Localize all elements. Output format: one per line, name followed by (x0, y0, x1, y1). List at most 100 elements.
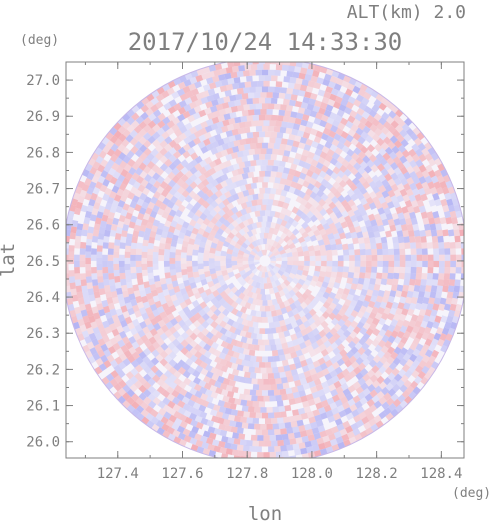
radar-cell (136, 175, 145, 184)
radar-cell (156, 185, 165, 194)
radar-cell (271, 114, 278, 121)
radar-cell (269, 276, 275, 283)
radar-cell (353, 351, 362, 360)
radar-cell (292, 228, 300, 236)
radar-cell (140, 111, 149, 121)
radar-cell (325, 217, 334, 226)
radar-cell (371, 365, 380, 374)
radar-cell (214, 317, 223, 325)
radar-cell (428, 315, 436, 323)
radar-cell (251, 286, 258, 294)
radar-cell (239, 269, 246, 276)
radar-cell (320, 399, 329, 408)
radar-cell (401, 363, 411, 373)
radar-cell (162, 397, 171, 406)
x-unit-label: (deg) (452, 486, 491, 501)
radar-cell (236, 70, 244, 78)
radar-cell (399, 254, 406, 261)
radar-cell (395, 290, 403, 298)
radar-cell (216, 227, 225, 236)
radar-cell (134, 133, 143, 142)
radar-cell (366, 412, 375, 421)
radar-cell (378, 365, 387, 374)
radar-cell (228, 117, 236, 125)
radar-cell (168, 366, 177, 375)
radar-cell (163, 411, 172, 420)
radar-cell (109, 190, 117, 199)
radar-cell (227, 414, 236, 422)
radar-cell (184, 343, 193, 352)
radar-cell (406, 188, 414, 197)
radar-cell (435, 291, 442, 299)
radar-cell (199, 361, 208, 370)
radar-cell (322, 127, 331, 136)
radar-cell (138, 384, 147, 394)
radar-cell (337, 194, 346, 203)
radar-cell (325, 428, 333, 436)
radar-cell (210, 297, 219, 305)
radar-cell (302, 245, 309, 252)
radar-cell (341, 145, 350, 154)
radar-cell (274, 235, 281, 243)
radar-cell (317, 89, 326, 97)
radar-cell (359, 430, 368, 439)
radar-cell (367, 129, 376, 138)
radar-cell (217, 114, 225, 122)
radar-cell (359, 243, 366, 250)
radar-cell (252, 321, 259, 328)
radar-cell (393, 324, 402, 333)
radar-cell (192, 402, 201, 410)
radar-cell (235, 421, 243, 428)
radar-cell (263, 64, 270, 70)
radar-cell (319, 151, 328, 160)
radar-cell (444, 248, 451, 255)
radar-cell (322, 354, 331, 363)
radar-cell (341, 159, 350, 168)
radar-cell (187, 147, 196, 156)
radar-cell (336, 358, 345, 367)
radar-cell (292, 286, 300, 294)
radar-cell (209, 384, 218, 393)
radar-cell (347, 384, 356, 393)
radar-cell (66, 242, 70, 249)
radar-cell (214, 255, 221, 261)
radar-cell (142, 355, 151, 365)
radar-cell (275, 451, 283, 458)
radar-cell (268, 263, 275, 270)
radar-cell (293, 188, 301, 196)
radar-cell (349, 182, 358, 192)
radar-cell (433, 217, 441, 225)
radar-cell (319, 102, 328, 110)
radar-cell (261, 69, 269, 76)
radar-cell (147, 120, 157, 129)
radar-cell (150, 196, 158, 205)
radar-cell (420, 302, 428, 311)
radar-cell (212, 224, 220, 233)
radar-cell (371, 260, 378, 267)
radar-cell (135, 295, 143, 304)
radar-cell (148, 400, 157, 409)
radar-cell (225, 66, 233, 74)
radar-cell (277, 440, 284, 447)
radar-cell (306, 103, 315, 111)
radar-cell (282, 115, 290, 123)
radar-cell (202, 217, 211, 226)
radar-cell (424, 153, 433, 162)
radar-cell (427, 332, 435, 341)
radar-cell (313, 270, 321, 277)
radar-cell (385, 130, 394, 140)
radar-cell (233, 139, 241, 147)
radar-cell (354, 342, 363, 351)
radar-cell (409, 211, 417, 220)
radar-cell (292, 338, 300, 347)
radar-cell (184, 391, 193, 400)
radar-cell (366, 260, 372, 267)
radar-cell (70, 288, 77, 296)
radar-cell (342, 243, 349, 251)
radar-cell (138, 162, 147, 171)
radar-cell (322, 79, 330, 87)
radar-cell (171, 389, 180, 398)
radar-cell (221, 167, 230, 175)
radar-cell (183, 410, 192, 418)
radar-cell (366, 369, 376, 378)
